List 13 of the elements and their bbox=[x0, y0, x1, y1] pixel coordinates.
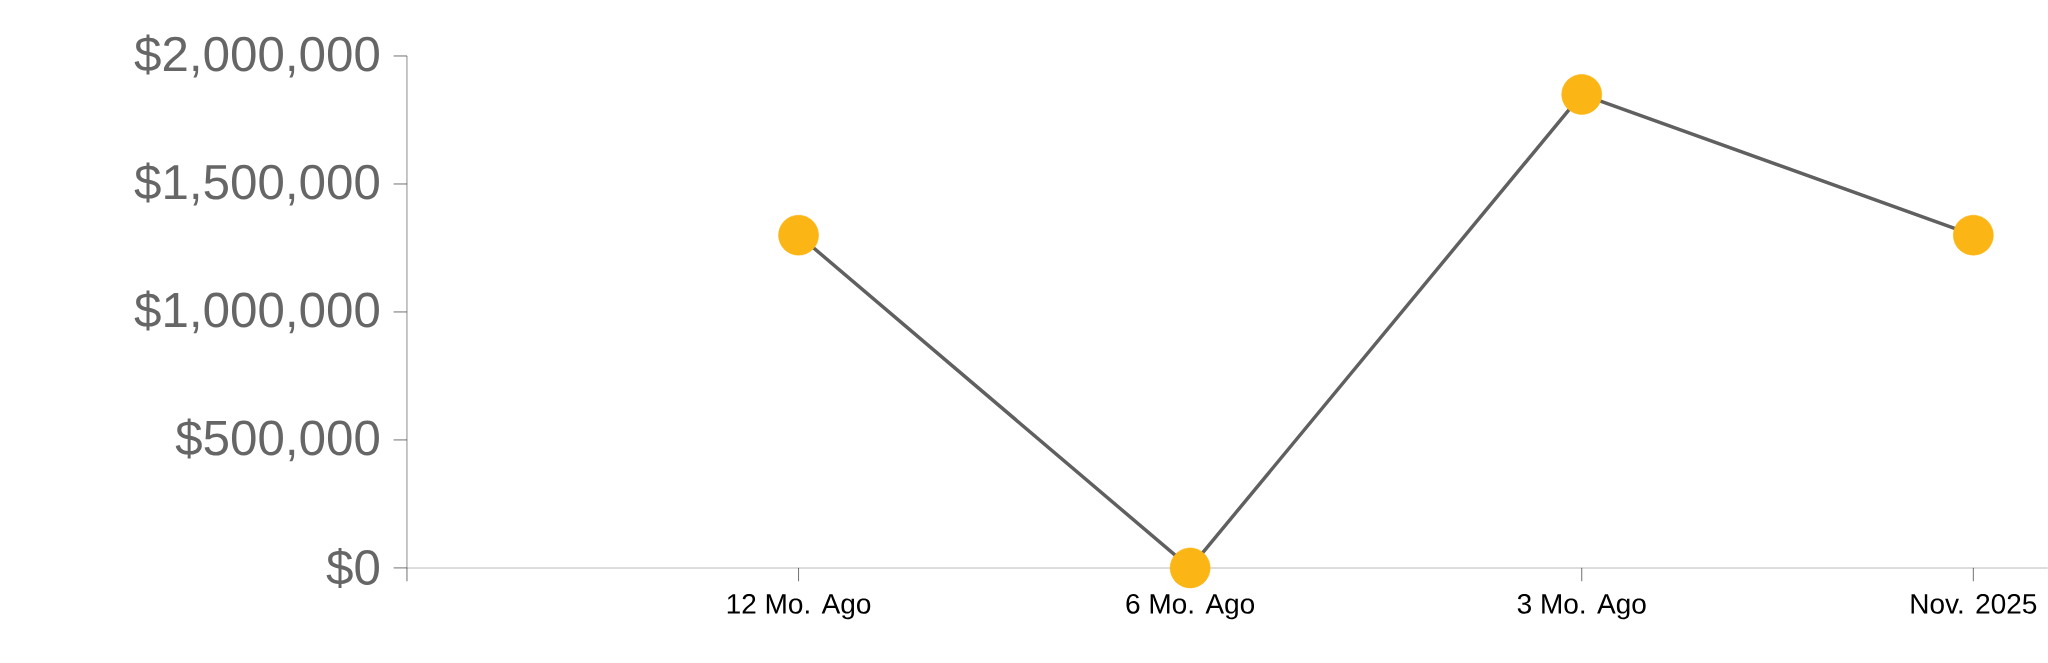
x-tick-label: 12 Mo. Ago bbox=[727, 594, 871, 620]
y-tick-label: $500,000 bbox=[175, 418, 379, 462]
x-tick-label: Nov. 2025 bbox=[1911, 594, 2037, 614]
y-tick-label: $1,500,000 bbox=[134, 162, 379, 206]
point bbox=[778, 214, 819, 256]
point bbox=[1953, 214, 1994, 256]
x-tick-label: 3 Mo. Ago bbox=[1517, 594, 1646, 620]
point bbox=[1169, 547, 1211, 589]
point bbox=[1561, 74, 1603, 115]
y-tick-label: $2,000,000 bbox=[134, 34, 379, 78]
y-tick-label: $0 bbox=[326, 548, 379, 588]
x-tick-label: 6 Mo. Ago bbox=[1126, 594, 1255, 620]
y-tick-label: $1,000,000 bbox=[134, 290, 379, 334]
